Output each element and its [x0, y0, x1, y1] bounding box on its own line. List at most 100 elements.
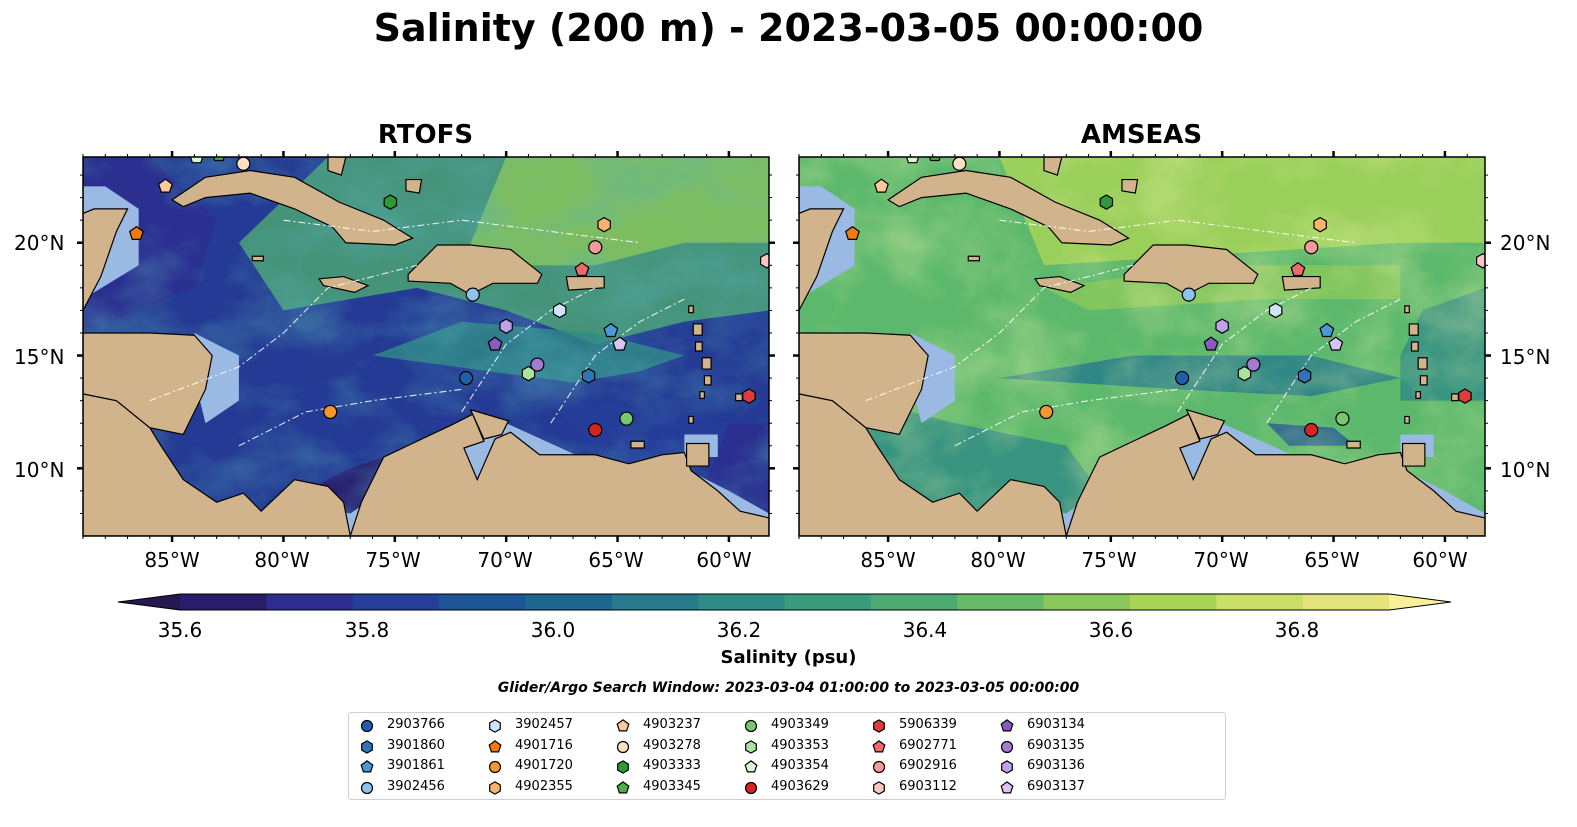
colorbar-label: Salinity (psu)	[720, 647, 857, 668]
legend-item-4903353: 4903353	[741, 736, 869, 756]
legend-marker-shape	[873, 780, 885, 795]
land-mass	[349, 413, 769, 536]
eez-boundary	[954, 388, 1178, 447]
legend-marker-hexagon	[361, 739, 373, 754]
float-marker-4903629	[1304, 422, 1319, 438]
float-marker-6903137	[1328, 336, 1344, 351]
amseas-land	[799, 157, 1485, 536]
float-marker-6903134	[487, 336, 503, 351]
float-marker-2903766	[1174, 370, 1190, 386]
legend-marker-shape	[873, 719, 885, 733]
colorbar-over-arrow	[1389, 594, 1451, 610]
legend-item-4902355: 4902355	[485, 777, 613, 797]
eez-boundary	[461, 287, 596, 413]
float-marker-3902456	[1181, 287, 1196, 302]
float-marker-4903349	[619, 411, 634, 426]
legend-marker-hexagon	[873, 780, 885, 795]
legend-label: 6903112	[899, 778, 957, 794]
float-marker-3901860	[1297, 368, 1312, 384]
float-marker-6902916	[1304, 240, 1319, 255]
land-mass	[1401, 442, 1426, 467]
float-marker-3902456	[465, 287, 480, 302]
land-mass	[1065, 413, 1485, 536]
maps-canvas	[77, 151, 1491, 542]
land-mass	[967, 255, 981, 262]
legend-marker-circle	[744, 781, 758, 794]
float-marker-4901716	[844, 225, 860, 240]
float-marker-4903354	[189, 157, 204, 164]
legend-label: 3901861	[387, 758, 445, 773]
float-marker-4901720	[1039, 404, 1054, 420]
float-marker-6903136	[499, 318, 513, 334]
legend-marker-circle	[1000, 740, 1014, 753]
colorbar-cell	[1216, 594, 1304, 610]
legend-marker-shape	[744, 781, 758, 794]
land-mass	[565, 275, 605, 291]
lon-label-85w-right: 85°W	[860, 548, 916, 572]
legend-item-6903137: 6903137	[997, 777, 1125, 797]
legend-marker-shape	[360, 719, 374, 733]
legend-marker-pentagon	[616, 719, 630, 732]
cbar-tick-35-8: 35.8	[344, 618, 390, 642]
legend-item-3902457: 3902457	[485, 715, 613, 735]
land-mass	[685, 442, 710, 467]
land-mass	[1419, 375, 1428, 386]
float-marker-4903237	[873, 178, 889, 193]
amseas-frame	[798, 156, 1486, 537]
land-mass	[799, 208, 845, 311]
land-mass	[699, 391, 706, 399]
land-mass	[701, 357, 712, 370]
legend-marker-circle	[360, 781, 374, 794]
lon-label-70w-right: 70°W	[1193, 548, 1249, 572]
legend-item-4903345: 4903345	[613, 777, 741, 797]
legend-label: 4903345	[643, 778, 701, 794]
legend-marker-shape	[489, 780, 501, 795]
land-mass	[327, 157, 347, 176]
land-mass	[799, 332, 929, 436]
float-marker-4901720	[323, 404, 338, 420]
float-marker-4903345	[928, 157, 941, 162]
legend-marker-shape	[617, 760, 629, 774]
float-marker-4903278	[236, 157, 251, 171]
amseas-map	[799, 157, 1485, 536]
eez-boundary	[238, 388, 462, 447]
legend-label: 4903354	[771, 758, 829, 773]
land-mass	[1450, 393, 1459, 402]
amseas-float-markers	[844, 157, 1485, 438]
legend-label: 2903766	[387, 717, 445, 732]
legend-item-6902771: 6902771	[869, 736, 997, 756]
legend-marker-shape	[360, 781, 374, 794]
legend-marker-shape	[1000, 780, 1014, 793]
legend-item-4903349: 4903349	[741, 715, 869, 735]
lon-label-75w-left: 75°W	[365, 548, 421, 572]
lat-label-10n-left: 10°N	[14, 458, 65, 482]
land-mass	[694, 341, 703, 352]
cbar-tick-35-6: 35.6	[157, 618, 203, 642]
legend-marker-pentagon	[872, 739, 886, 752]
land-mass	[1410, 341, 1419, 352]
float-marker-5906339	[1458, 388, 1472, 404]
float-marker-4903349	[1335, 411, 1350, 426]
float-marker-6903134	[1203, 336, 1219, 351]
legend-label: 3902457	[515, 717, 573, 732]
legend-label: 4903333	[643, 758, 701, 773]
figure-title: Salinity (200 m) - 2023-03-05 00:00:00	[373, 6, 1204, 50]
legend-item-6903135: 6903135	[997, 736, 1125, 756]
land-mass	[703, 375, 712, 386]
rtofs-land	[83, 157, 769, 536]
float-marker-3901860	[581, 368, 596, 384]
land-mass	[1123, 244, 1259, 296]
land-mass	[1404, 415, 1410, 424]
colorbar-under-arrow	[118, 594, 180, 610]
float-marker-4903333	[383, 194, 398, 210]
eez-boundary	[149, 264, 418, 402]
legend-label: 6903134	[1027, 717, 1085, 732]
legend-marker-circle	[488, 760, 502, 774]
legend-marker-pentagon	[488, 739, 502, 752]
colorbar	[117, 593, 1452, 611]
legend-label: 4901716	[515, 737, 573, 753]
legend-item-6903134: 6903134	[997, 715, 1125, 735]
legend-marker-shape	[488, 760, 502, 774]
land-mass	[1281, 275, 1321, 291]
lon-label-65w-right: 65°W	[1304, 548, 1360, 572]
